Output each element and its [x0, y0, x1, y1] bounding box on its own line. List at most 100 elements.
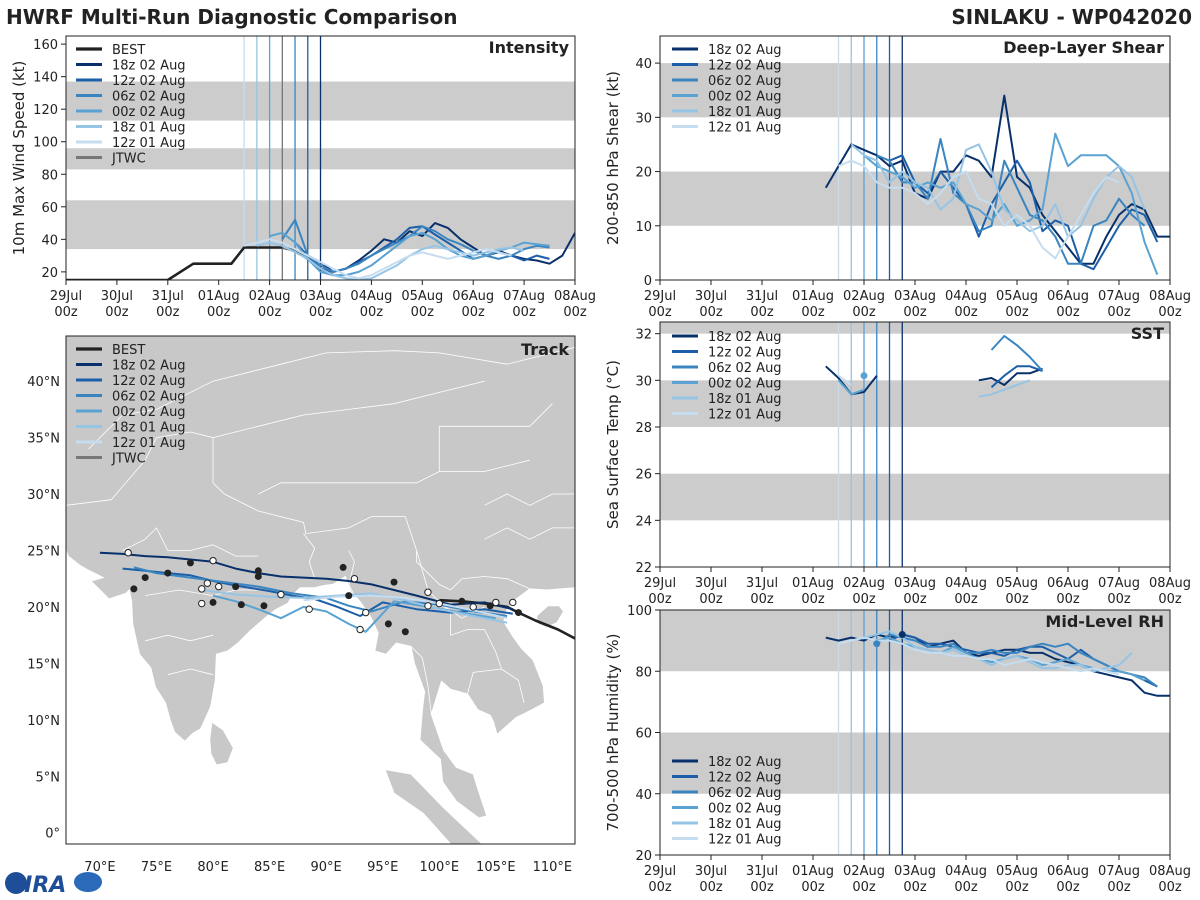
rh-xtick-hour: 00z	[801, 880, 825, 895]
cira-logo: CIRA	[5, 872, 102, 898]
sst-series-18z-02-aug-1	[978, 367, 1043, 386]
track-border-11	[167, 668, 214, 676]
rh-xtick-date: 04Aug	[945, 864, 987, 879]
shear-legend-label-12z-02-aug: 12z 02 Aug	[708, 59, 782, 74]
shear-series-12z-01-aug-5	[838, 159, 1120, 260]
rh-xtick-date: 05Aug	[996, 864, 1038, 879]
track-marker-filled-3	[345, 592, 353, 600]
sst-ytick-label: 28	[635, 421, 652, 436]
shear-band-1	[660, 63, 1170, 118]
shear-xtick-hour: 00z	[954, 305, 978, 320]
sst-ytick-label: 22	[635, 561, 652, 576]
intensity-ytick-label: 40	[41, 233, 58, 248]
track-land-hainan	[535, 605, 565, 628]
track-marker-open-13	[198, 585, 206, 593]
intensity-series-18z-01-aug-6	[256, 241, 525, 280]
rh-legend-label-18z-01-aug: 18z 01 Aug	[708, 817, 782, 832]
shear-ytick-label: 0	[644, 274, 652, 289]
shear-xtick-date: 04Aug	[945, 289, 987, 304]
track-series-18z-02-aug-1	[99, 551, 514, 611]
track-marker-open-4	[424, 588, 432, 596]
track-frame	[65, 335, 576, 845]
rh-xtick-date: 29Jul	[644, 864, 676, 879]
track-border-4	[416, 550, 525, 703]
intensity-xtick-date: 07Aug	[503, 289, 545, 304]
track-border-15	[484, 493, 575, 506]
shear-xtick-hour: 00z	[1107, 305, 1131, 320]
intensity-legend-label-12z-01-aug: 12z 01 Aug	[112, 136, 186, 151]
sst-ytick-label: 24	[635, 514, 652, 529]
intensity-series-06z-02-aug-4	[281, 218, 550, 273]
track-marker-open-8	[350, 575, 359, 583]
track-marker-filled-7	[339, 563, 347, 571]
sst-ytick-label: 30	[635, 374, 652, 389]
track-border-14	[484, 527, 575, 540]
rh-xtick-hour: 00z	[1005, 880, 1029, 895]
sst-plot-area	[660, 322, 1170, 567]
track-marker-filled-4	[384, 620, 392, 628]
sst-xtick-hour: 00z	[852, 592, 876, 607]
intensity-xtick-hour: 00z	[258, 305, 282, 320]
shear-xtick-date: 29Jul	[644, 289, 676, 304]
sst-xtick-date: 01Aug	[792, 576, 834, 591]
track-marker-open-1	[492, 598, 500, 607]
shear-xtick-date: 01Aug	[792, 289, 834, 304]
track-marker-filled-17	[260, 602, 268, 610]
track-marker-filled-2	[458, 597, 466, 605]
track-marker-filled-0	[514, 609, 522, 617]
rh-xtick-hour: 00z	[852, 880, 876, 895]
intensity-legend-label-best: BEST	[112, 43, 145, 58]
track-lat-label: 40°N	[27, 375, 60, 390]
rh-ytick-label: 40	[635, 788, 652, 803]
intensity-ytick-label: 160	[33, 38, 58, 53]
track-lon-label: 110°E	[533, 860, 573, 875]
track-marker-open-15	[124, 549, 132, 557]
sst-series-12z-02-aug-2	[990, 365, 1043, 389]
track-land-asia	[66, 336, 575, 819]
intensity-xtick-date: 01Aug	[198, 289, 240, 304]
sst-ylabel: Sea Surface Temp (°C)	[604, 360, 622, 529]
rh-xtick-date: 01Aug	[792, 864, 834, 879]
sst-xtick-hour: 00z	[1158, 592, 1182, 607]
track-border-6	[410, 646, 432, 715]
sst-xtick-hour: 00z	[801, 592, 825, 607]
intensity-ytick-label: 140	[33, 71, 58, 86]
shear-xtick-hour: 00z	[1005, 305, 1029, 320]
intensity-legend-label-18z-02-aug: 18z 02 Aug	[112, 59, 186, 74]
track-plot-area	[66, 336, 575, 844]
shear-xtick-hour: 00z	[1158, 305, 1182, 320]
shear-ylabel: 200-850 hPa Shear (kt)	[604, 71, 622, 245]
shear-series-18z-02-aug-0	[824, 94, 1170, 265]
intensity-ytick-label: 120	[33, 103, 58, 118]
intensity-plot-area	[66, 36, 575, 280]
track-lat-label: 20°N	[27, 601, 60, 616]
sst-legend-label-06z-02-aug: 06z 02 Aug	[708, 361, 782, 376]
track-marker-open-9	[305, 605, 313, 613]
sst-series-06z-02-aug-3	[990, 335, 1044, 372]
intensity-xtick-hour: 00z	[512, 305, 536, 320]
sst-legend-label-18z-02-aug: 18z 02 Aug	[708, 330, 782, 345]
sst-xtick-hour: 00z	[1005, 592, 1029, 607]
intensity-ylabel: 10m Max Wind Speed (kt)	[10, 61, 28, 256]
cira-logo-emblem	[74, 872, 102, 892]
sst-series-18z-01-aug-5	[978, 379, 1031, 398]
track-legend-label-jtwc: JTWC	[111, 452, 146, 467]
track-marker-filled-16	[237, 601, 245, 609]
shear-xtick-hour: 00z	[1056, 305, 1080, 320]
sst-xtick-hour: 00z	[1056, 592, 1080, 607]
track-lat-label: 25°N	[27, 544, 60, 559]
track-marker-filled-5	[401, 628, 409, 636]
storm-title: SINLAKU - WP042020	[951, 5, 1192, 29]
rh-band-0	[660, 732, 1170, 794]
sst-xtick-hour: 00z	[903, 592, 927, 607]
track-lat-label: 30°N	[27, 488, 60, 503]
rh-xtick-date: 07Aug	[1098, 864, 1140, 879]
rh-legend-label-00z-02-aug: 00z 02 Aug	[708, 802, 782, 817]
rh-xtick-date: 02Aug	[843, 864, 885, 879]
cira-logo-globe	[5, 872, 27, 894]
shear-plot-area	[660, 36, 1170, 280]
intensity-legend-label-jtwc: JTWC	[111, 152, 146, 167]
rh-legend-label-18z-02-aug: 18z 02 Aug	[708, 755, 782, 770]
rh-xtick-hour: 00z	[648, 880, 672, 895]
